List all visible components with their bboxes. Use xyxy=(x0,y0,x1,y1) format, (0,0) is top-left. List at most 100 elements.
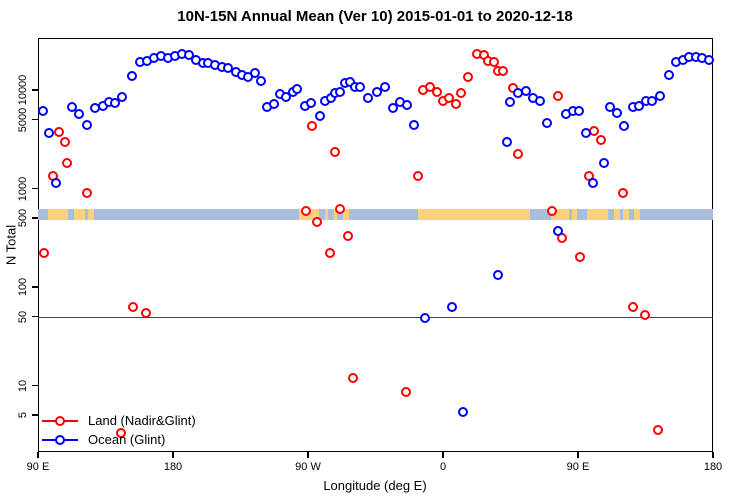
y-tick-mark xyxy=(32,187,38,190)
land-data-point xyxy=(60,137,70,148)
land-data-point xyxy=(412,170,423,181)
ocean-data-point xyxy=(250,68,261,79)
ocean-data-point xyxy=(447,301,457,312)
land-data-point xyxy=(348,372,358,383)
land-patch xyxy=(74,208,85,220)
y-tick-mark xyxy=(32,217,38,219)
ocean-data-point xyxy=(372,86,382,97)
ocean-data-point xyxy=(541,118,552,129)
ocean-data-point xyxy=(43,128,54,139)
y-tick-label: 500 xyxy=(17,208,29,228)
x-tick-mark xyxy=(172,452,174,458)
y-axis-label: N Total xyxy=(3,224,19,266)
ocean-data-point xyxy=(457,406,468,417)
ocean-data-point xyxy=(553,226,564,237)
y-tick-label: 5000 xyxy=(17,107,29,132)
land-data-point xyxy=(432,86,442,97)
y-tick-mark xyxy=(32,89,38,91)
plot-area xyxy=(38,38,713,452)
land-patch xyxy=(324,208,328,220)
ocean-data-point xyxy=(82,120,93,131)
ocean-legend-marker xyxy=(42,434,78,445)
land-data-point xyxy=(82,188,93,199)
ocean-data-point xyxy=(117,91,127,102)
land-data-point xyxy=(444,92,454,103)
x-tick-label: 180 xyxy=(163,461,183,473)
ocean-data-point xyxy=(409,120,420,131)
ocean-data-point xyxy=(502,137,513,148)
land-data-point xyxy=(39,248,49,259)
y-tick-label: 100 xyxy=(17,277,29,297)
ocean-data-point xyxy=(402,99,412,110)
y-tick-label: 50 xyxy=(17,310,29,323)
land-data-point xyxy=(640,309,651,320)
ocean-data-point xyxy=(505,96,516,107)
y-tick-mark xyxy=(32,286,38,288)
x-tick-mark xyxy=(577,452,579,458)
y-tick-label: 1000 xyxy=(17,176,29,201)
land-patch xyxy=(572,208,577,220)
ocean-data-point xyxy=(612,107,622,118)
ocean-data-point xyxy=(363,92,373,103)
ocean-data-point xyxy=(646,95,657,106)
land-data-point xyxy=(330,147,340,158)
x-tick-mark xyxy=(307,452,309,458)
ocean-data-point xyxy=(73,108,84,119)
ocean-data-point xyxy=(280,91,291,102)
land-data-point xyxy=(513,149,523,159)
land-data-point xyxy=(301,206,312,217)
land-data-point xyxy=(595,135,606,146)
ocean-data-point xyxy=(315,110,325,121)
legend-item: Ocean (Glint) xyxy=(42,430,196,449)
land-patch xyxy=(333,208,337,220)
ocean-data-point xyxy=(355,82,366,93)
y-tick-label: 10000 xyxy=(17,74,29,106)
land-data-point xyxy=(141,308,151,319)
ocean-data-point xyxy=(67,101,78,112)
land-data-point xyxy=(307,121,318,132)
reference-line xyxy=(38,316,713,318)
land-data-point xyxy=(343,230,354,241)
land-patch xyxy=(614,208,620,220)
land-data-point xyxy=(463,72,474,83)
legend-circle-icon xyxy=(55,415,65,426)
land-data-point xyxy=(628,302,639,313)
x-tick-label: 0 xyxy=(439,461,447,473)
x-tick-label: 90 E xyxy=(566,461,590,473)
land-data-point xyxy=(553,90,564,101)
land-patch xyxy=(587,208,608,220)
ocean-data-point xyxy=(535,95,546,106)
ocean-data-point xyxy=(520,85,531,96)
ocean-data-point xyxy=(493,270,504,281)
ocean-data-point xyxy=(588,177,598,188)
y-tick-mark xyxy=(32,384,38,387)
ocean-data-point xyxy=(634,100,645,111)
land-patch xyxy=(87,208,94,220)
ocean-data-point xyxy=(51,177,61,188)
land-legend-marker xyxy=(42,415,78,426)
legend-circle-icon xyxy=(55,434,65,445)
land-data-point xyxy=(400,387,411,398)
land-data-point xyxy=(334,203,345,214)
land-data-point xyxy=(325,247,336,258)
y-tick-mark xyxy=(32,118,38,121)
ocean-data-point xyxy=(109,97,120,108)
legend-item: Land (Nadir&Glint) xyxy=(42,411,196,430)
x-tick-mark xyxy=(37,452,39,458)
land-data-point xyxy=(547,206,558,217)
land-data-point xyxy=(54,127,64,138)
land-data-point xyxy=(652,425,663,436)
x-tick-label: 90 W xyxy=(295,461,321,473)
legend: Land (Nadir&Glint) Ocean (Glint) xyxy=(42,411,196,449)
ocean-data-point xyxy=(306,97,316,108)
land-patch xyxy=(623,208,629,220)
ocean-data-point xyxy=(604,101,615,112)
land-data-point xyxy=(61,157,72,168)
land-data-point xyxy=(498,66,508,77)
land-patch xyxy=(551,208,569,220)
ocean-band xyxy=(38,208,713,220)
x-tick-mark xyxy=(712,452,714,458)
land-patch xyxy=(633,208,640,220)
ocean-data-point xyxy=(292,84,303,95)
